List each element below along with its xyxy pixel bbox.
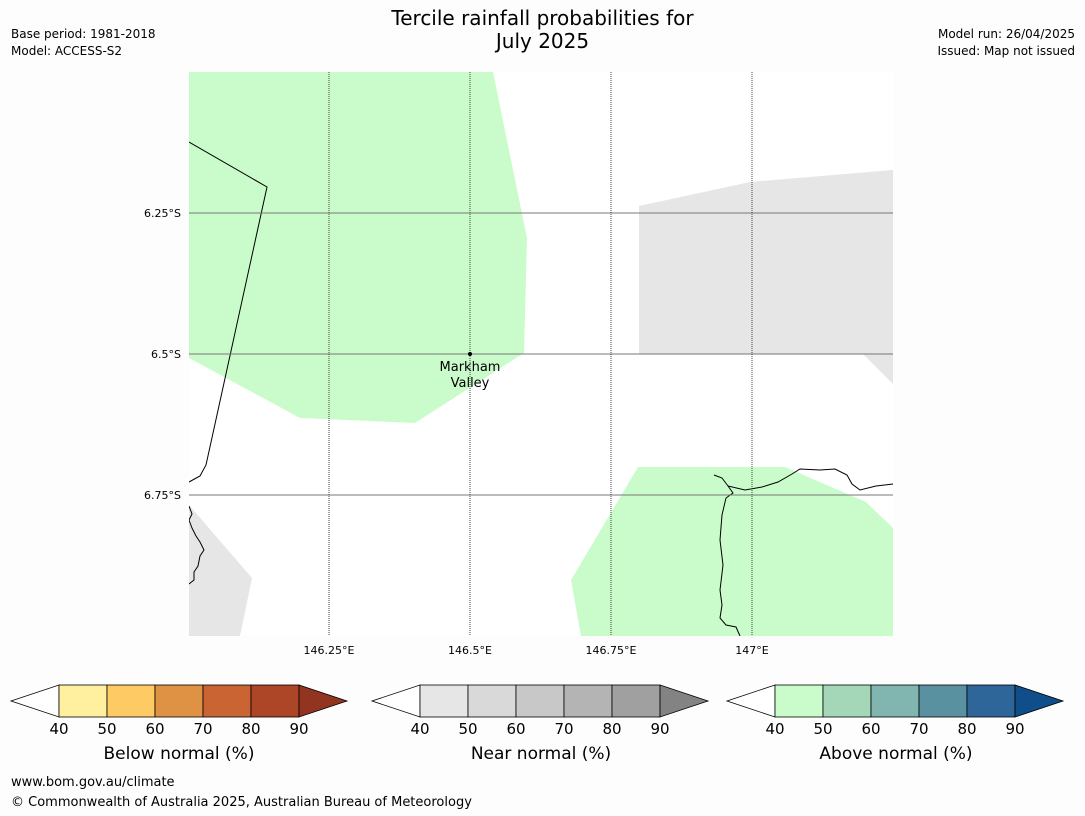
colorbar-tick-label: 70: [554, 720, 573, 738]
colorbar-swatch: [918, 684, 968, 718]
colorbar-tick-label: 50: [813, 720, 832, 738]
colorbar-above: 40 50 60 70 80 90: [725, 684, 1065, 738]
place-label-line2: Valley: [451, 376, 490, 391]
colorbar-swatch: [154, 684, 204, 718]
lat-label: 6.25°S: [144, 207, 181, 220]
colorbar-extend-low: [725, 684, 776, 718]
colorbar-tick-label: 60: [145, 720, 164, 738]
lat-label: 6.75°S: [144, 489, 181, 502]
meta-left: Base period: 1981-2018 Model: ACCESS-S2: [11, 26, 156, 60]
colorbar-tick-label: 80: [602, 720, 621, 738]
colorbar-tick-label: 40: [49, 720, 68, 738]
border-line-west: [189, 141, 268, 483]
colorbar-tick-label: 70: [193, 720, 212, 738]
colorbar-tick-label: 60: [506, 720, 525, 738]
footer-copyright: © Commonwealth of Australia 2025, Austra…: [11, 795, 472, 810]
place-label-line1: Markham: [440, 360, 501, 375]
colorbar-tick-label: 90: [1005, 720, 1024, 738]
colorbar-tick-label: 70: [909, 720, 928, 738]
above-normal-region-north: [189, 72, 527, 423]
lon-label: 146.5°E: [448, 644, 492, 657]
colorbar-title-below: Below normal (%): [103, 744, 255, 764]
colorbar-near: 40 50 60 70 80 90: [370, 684, 710, 738]
base-period-label: Base period: 1981-2018: [11, 27, 156, 41]
colorbar-swatch: [250, 684, 300, 718]
colorbar-swatch: [58, 684, 108, 718]
meta-right: Model run: 26/04/2025 Issued: Map not is…: [937, 26, 1075, 60]
colorbar-swatch: [870, 684, 920, 718]
lon-label: 146.25°E: [304, 644, 355, 657]
map-title-line1: Tercile rainfall probabilities for: [391, 6, 694, 30]
colorbar-extend-low: [9, 684, 60, 718]
colorbar-legend: 40 50 60 70 80 90 40 50 60 70 80 90 40 50 60 70 80 90: [9, 684, 1065, 738]
coastline-southeast: [727, 468, 893, 491]
near-normal-region-east: [639, 170, 893, 384]
colorbar-tick-label: 80: [241, 720, 260, 738]
lon-label: 147°E: [735, 644, 768, 657]
colorbar-title-near: Near normal (%): [470, 744, 612, 764]
model-run-label: Model run: 26/04/2025: [937, 27, 1075, 41]
model-label: Model: ACCESS-S2: [11, 44, 123, 58]
colorbar-tick-label: 80: [957, 720, 976, 738]
colorbar-swatch: [467, 684, 517, 718]
map-title: Tercile rainfall probabilities for July …: [0, 7, 1085, 53]
near-normal-region-southwest: [189, 505, 252, 636]
colorbar-tick-label: 40: [765, 720, 784, 738]
colorbar-swatch: [419, 684, 469, 718]
colorbar-swatch: [563, 684, 613, 718]
colorbar-swatch: [611, 684, 661, 718]
graticule: [189, 72, 893, 636]
colorbar-swatch: [822, 684, 872, 718]
colorbar-tick-label: 90: [650, 720, 669, 738]
colorbar-extend-high: [298, 684, 349, 718]
colorbar-swatch: [515, 684, 565, 718]
colorbar-extend-low: [370, 684, 421, 718]
above-normal-region-southeast: [571, 467, 893, 636]
colorbar-swatch: [106, 684, 156, 718]
colorbar-tick-label: 90: [289, 720, 308, 738]
coastline-southwest: [189, 505, 205, 585]
colorbar-swatch: [202, 684, 252, 718]
colorbar-extend-high: [659, 684, 710, 718]
colorbar-below: 40 50 60 70 80 90: [9, 684, 349, 738]
place-marker-icon[interactable]: [468, 352, 472, 356]
lon-label: 146.75°E: [586, 644, 637, 657]
colorbar-title-above: Above normal (%): [819, 744, 973, 764]
lat-label: 6.5°S: [151, 348, 181, 361]
colorbar-tick-label: 50: [97, 720, 116, 738]
colorbar-tick-label: 40: [410, 720, 429, 738]
footer-url: www.bom.gov.au/climate: [11, 775, 175, 790]
map-title-line2: July 2025: [495, 29, 590, 53]
issued-label: Issued: Map not issued: [937, 44, 1075, 58]
colorbar-swatch: [966, 684, 1016, 718]
river-line: [713, 474, 741, 636]
colorbar-swatch: [774, 684, 824, 718]
colorbar-extend-high: [1014, 684, 1065, 718]
colorbar-tick-label: 50: [458, 720, 477, 738]
colorbar-tick-label: 60: [861, 720, 880, 738]
